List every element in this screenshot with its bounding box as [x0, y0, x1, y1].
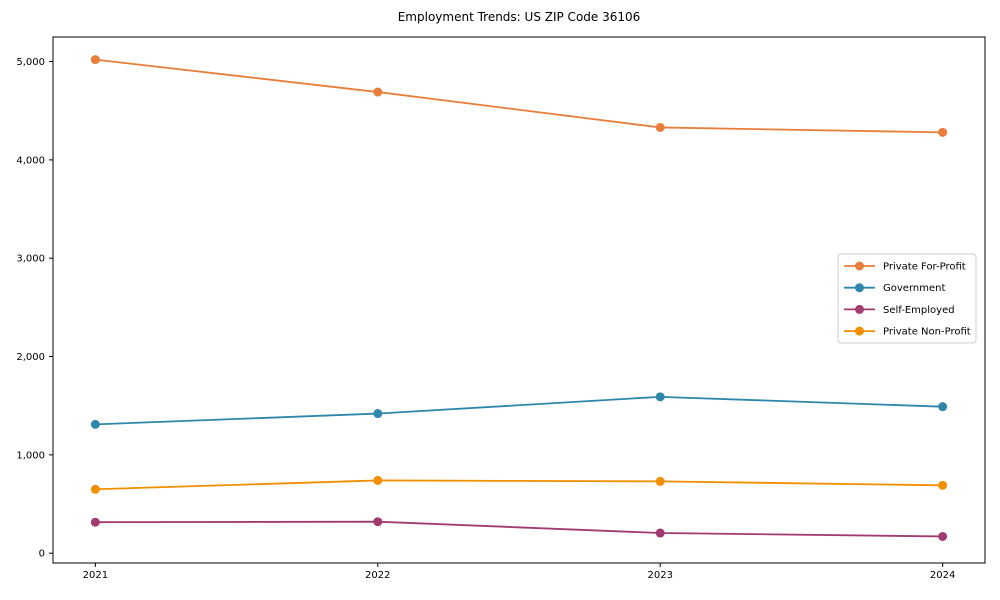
y-axis-tick-label: 4,000 — [16, 155, 45, 166]
y-axis-tick-label: 2,000 — [16, 352, 45, 363]
legend-label-private-non-profit: Private Non-Profit — [883, 327, 971, 338]
legend-swatch-marker-private-non-profit — [855, 326, 864, 336]
data-point-self-employed — [373, 517, 383, 527]
legend-box — [837, 253, 977, 344]
y-axis-tick-label: 0 — [39, 549, 45, 560]
legend: Private For-Profit Government Self-Employe… — [837, 253, 977, 344]
series-line-self-employed — [94, 520, 944, 538]
plot-area-border — [52, 36, 986, 564]
legend-swatch-marker-government — [855, 283, 864, 293]
data-point-private-non-profit — [938, 480, 948, 490]
data-point-self-employed — [938, 531, 948, 541]
y-axis-tick-label: 1,000 — [16, 450, 45, 461]
chart-title: Employment Trends: US ZIP Code 36106 — [397, 10, 641, 24]
data-point-government — [373, 409, 383, 419]
x-axis-tick-label: 2022 — [365, 570, 390, 581]
data-point-private-for-profit — [373, 87, 383, 97]
series-line-government — [94, 395, 944, 426]
legend-entry-self-employed: Self-Employed — [844, 304, 955, 316]
data-point-government — [655, 392, 665, 402]
data-point-private-for-profit — [655, 122, 665, 132]
series-line-private-non-profit — [94, 479, 944, 491]
data-point-private-for-profit — [90, 55, 100, 65]
legend-label-private-for-profit: Private For-Profit — [883, 262, 966, 273]
legend-entry-private-non-profit: Private Non-Profit — [844, 326, 971, 338]
legend-swatch-marker-private-for-profit — [855, 261, 864, 271]
legend-label-government: Government — [883, 283, 945, 294]
data-point-private-for-profit — [938, 127, 948, 137]
y-axis-tick-label: 5,000 — [16, 57, 45, 68]
data-point-government — [90, 419, 100, 429]
data-point-private-non-profit — [90, 484, 100, 494]
data-point-self-employed — [655, 528, 665, 538]
legend-swatch-marker-self-employed — [855, 304, 864, 314]
data-point-private-non-profit — [373, 475, 383, 485]
x-axis-tick-label: 2024 — [930, 570, 955, 581]
series-line-private-for-profit — [94, 58, 944, 134]
x-axis-tick-label: 2021 — [83, 570, 108, 581]
y-axis-tick-label: 3,000 — [16, 254, 45, 265]
data-point-self-employed — [90, 517, 100, 527]
data-point-government — [938, 402, 948, 412]
legend-entry-government: Government — [844, 283, 945, 294]
x-axis-tick-label: 2023 — [647, 570, 672, 581]
data-point-private-non-profit — [655, 476, 665, 486]
legend-entry-private-for-profit: Private For-Profit — [844, 261, 966, 273]
legend-label-self-employed: Self-Employed — [883, 305, 955, 316]
